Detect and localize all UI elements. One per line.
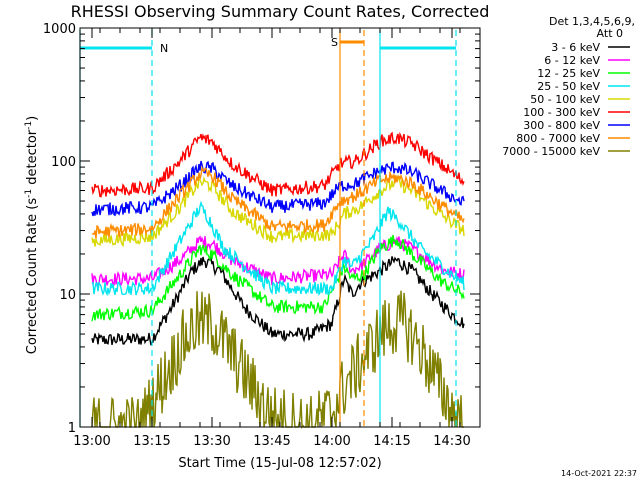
x-tick-label-1: 13:00 xyxy=(73,434,110,449)
detector-label: Det 1,3,4,5,6,9, xyxy=(549,15,635,28)
series-line-4 xyxy=(91,200,465,297)
x-tick-label-5: 14:00 xyxy=(313,434,350,449)
series-line-3 xyxy=(91,234,465,322)
legend-entry-9: 7000 - 15000 keV xyxy=(502,145,600,158)
x-tick-label-2: 13:15 xyxy=(133,434,170,449)
series-line-6 xyxy=(91,131,465,198)
legend-entry-8: 800 - 7000 keV xyxy=(516,132,600,145)
y-tick-label-4: 1000 xyxy=(43,22,76,37)
series-line-8 xyxy=(91,165,465,239)
series-line-1 xyxy=(91,255,465,346)
legend-entry-5: 50 - 100 keV xyxy=(530,93,600,106)
x-tick-label-7: 14:30 xyxy=(433,434,470,449)
legend-entry-7: 300 - 800 keV xyxy=(523,119,600,132)
y-axis-label-part2: detector xyxy=(25,129,40,189)
flag-label-1: N xyxy=(160,42,168,55)
legend-entry-2: 6 - 12 keV xyxy=(544,54,600,67)
x-tick-label-4: 13:45 xyxy=(253,434,290,449)
x-tick-label-3: 13:30 xyxy=(193,434,230,449)
series-line-2 xyxy=(91,235,465,288)
attenuator-label: Att 0 xyxy=(597,27,623,40)
legend-entry-4: 25 - 50 keV xyxy=(537,80,600,93)
y-axis-label: Corrected Count Rate (s-1 detector-1) xyxy=(24,116,40,354)
y-axis-label-sup1: -1 xyxy=(24,189,34,198)
x-axis-label: Start Time (15-Jul-08 12:57:02) xyxy=(178,456,381,471)
legend-entry-3: 12 - 25 keV xyxy=(537,67,600,80)
y-axis-label-part3: ) xyxy=(25,116,40,121)
x-tick-label-6: 14:15 xyxy=(373,434,410,449)
y-axis-label-part1: Corrected Count Rate (s xyxy=(25,198,40,355)
series-line-7 xyxy=(91,160,465,217)
y-axis-label-sup2: -1 xyxy=(24,121,34,130)
flag-label-2: S xyxy=(331,36,338,49)
legend-entry-1: 3 - 6 keV xyxy=(551,41,600,54)
timestamp: 14-Oct-2021 22:37 xyxy=(561,469,637,478)
chart-title: RHESSI Observing Summary Count Rates, Co… xyxy=(71,2,490,21)
y-tick-label-3: 100 xyxy=(51,155,76,170)
y-tick-label-2: 10 xyxy=(59,288,76,303)
axes: 1 10 100 1000 13:00 13:15 13:30 13:45 14:00 14:15… xyxy=(43,22,481,449)
y-tick-label-1: 1 xyxy=(68,421,76,436)
legend-entry-6: 100 - 300 keV xyxy=(523,106,600,119)
